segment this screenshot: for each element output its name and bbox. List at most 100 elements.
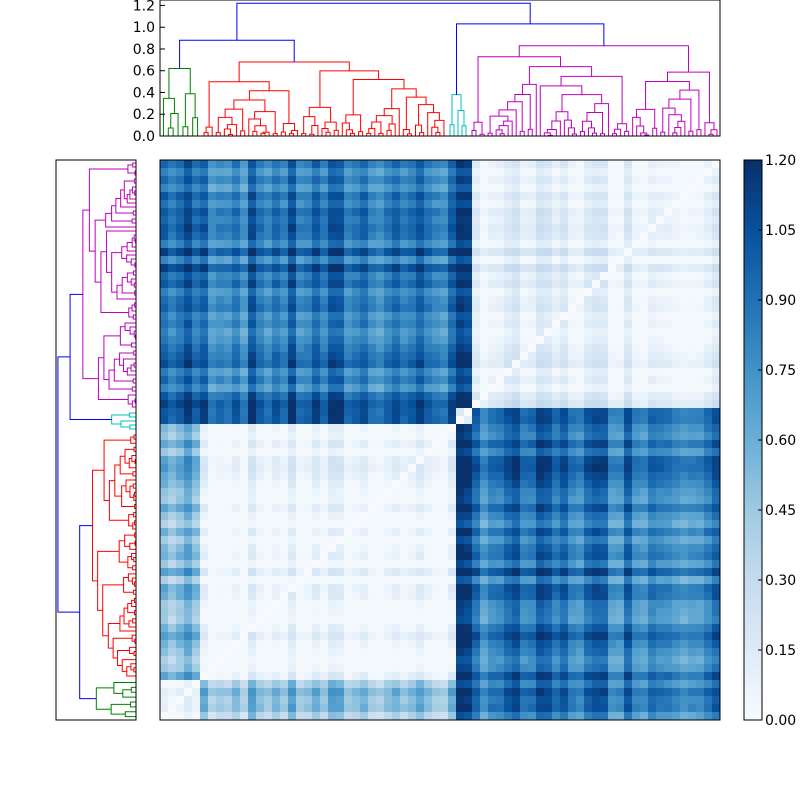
heatmap-cell <box>376 200 385 209</box>
heatmap-cell <box>392 336 401 345</box>
heatmap-cell <box>248 192 257 201</box>
heatmap-cell <box>640 368 649 377</box>
heatmap-cell <box>208 296 217 305</box>
heatmap-cell <box>376 616 385 625</box>
heatmap-cell <box>392 168 401 177</box>
heatmap-cell <box>696 176 705 185</box>
heatmap-cell <box>560 224 569 233</box>
heatmap-cell <box>616 256 625 265</box>
heatmap-cell <box>680 584 689 593</box>
heatmap-cell <box>344 488 353 497</box>
heatmap-cell <box>416 600 425 609</box>
heatmap-cell <box>624 464 633 473</box>
heatmap-cell <box>608 288 617 297</box>
heatmap-cell <box>480 272 489 281</box>
heatmap-cell <box>632 608 641 617</box>
heatmap-cell <box>240 688 249 697</box>
heatmap-cell <box>416 256 425 265</box>
heatmap-cell <box>392 264 401 273</box>
dendrogram-link <box>358 131 364 136</box>
heatmap-cell <box>536 248 545 257</box>
heatmap-cell <box>688 600 697 609</box>
heatmap-cell <box>240 224 249 233</box>
heatmap-cell <box>360 184 369 193</box>
heatmap-cell <box>168 640 177 649</box>
dendrogram-link <box>105 212 136 228</box>
heatmap-cell <box>472 504 481 513</box>
heatmap-cell <box>480 296 489 305</box>
heatmap-cell <box>440 264 449 273</box>
heatmap-cell <box>456 520 465 529</box>
heatmap-cell <box>160 552 169 561</box>
heatmap-cell <box>184 344 193 353</box>
heatmap-cell <box>256 352 265 361</box>
heatmap-cell <box>320 568 329 577</box>
heatmap-cell <box>352 632 361 641</box>
heatmap-cell <box>688 392 697 401</box>
heatmap-cell <box>664 456 673 465</box>
heatmap-cell <box>528 648 537 657</box>
heatmap-cell <box>664 296 673 305</box>
heatmap-cell <box>648 344 657 353</box>
heatmap-cell <box>256 344 265 353</box>
heatmap-cell <box>712 272 721 281</box>
heatmap-cell <box>712 448 721 457</box>
heatmap-cell <box>224 184 233 193</box>
heatmap-cell <box>272 464 281 473</box>
heatmap-cell <box>568 400 577 409</box>
heatmap-cell <box>272 232 281 241</box>
heatmap-cell <box>400 568 409 577</box>
heatmap-cell <box>368 384 377 393</box>
heatmap-cell <box>528 400 537 409</box>
heatmap-cell <box>176 392 185 401</box>
heatmap-cell <box>672 400 681 409</box>
heatmap-cell <box>520 536 529 545</box>
heatmap-cell <box>528 344 537 353</box>
heatmap-cell <box>168 464 177 473</box>
heatmap-cell <box>208 192 217 201</box>
heatmap-cell <box>360 392 369 401</box>
dendrogram-link <box>133 557 136 563</box>
heatmap-cell <box>288 648 297 657</box>
heatmap-cell <box>264 416 273 425</box>
top-y-tick-label: 0.6 <box>133 64 155 80</box>
heatmap-cell <box>496 336 505 345</box>
heatmap-cell <box>712 328 721 337</box>
heatmap-cell <box>320 360 329 369</box>
heatmap-cell <box>528 536 537 545</box>
heatmap-cell <box>568 640 577 649</box>
heatmap-cell <box>488 464 497 473</box>
heatmap-cell <box>344 432 353 441</box>
dendrogram-link <box>518 45 689 73</box>
heatmap-cell <box>536 592 545 601</box>
dendrogram-link <box>308 106 332 123</box>
heatmap-cell <box>544 328 553 337</box>
heatmap-cell <box>264 176 273 185</box>
heatmap-cell <box>192 176 201 185</box>
heatmap-cell <box>256 240 265 249</box>
heatmap-cell <box>544 440 553 449</box>
heatmap-cell <box>552 344 561 353</box>
heatmap-cell <box>648 352 657 361</box>
heatmap-cell <box>632 376 641 385</box>
dendrogram-link <box>205 126 213 136</box>
heatmap-cell <box>296 680 305 689</box>
heatmap-cell <box>432 520 441 529</box>
heatmap-cell <box>592 192 601 201</box>
heatmap-cell <box>440 648 449 657</box>
heatmap-cell <box>712 656 721 665</box>
heatmap-cell <box>504 440 513 449</box>
heatmap-cell <box>416 408 425 417</box>
dendrogram-link <box>451 94 462 125</box>
heatmap-cell <box>656 320 665 329</box>
heatmap-cell <box>568 360 577 369</box>
heatmap-cell <box>496 448 505 457</box>
heatmap-cell <box>320 296 329 305</box>
heatmap-cell <box>224 192 233 201</box>
heatmap-cell <box>240 192 249 201</box>
heatmap-cell <box>584 360 593 369</box>
heatmap-cell <box>352 320 361 329</box>
heatmap-cell <box>568 576 577 585</box>
heatmap-cell <box>688 216 697 225</box>
heatmap-cell <box>160 168 169 177</box>
